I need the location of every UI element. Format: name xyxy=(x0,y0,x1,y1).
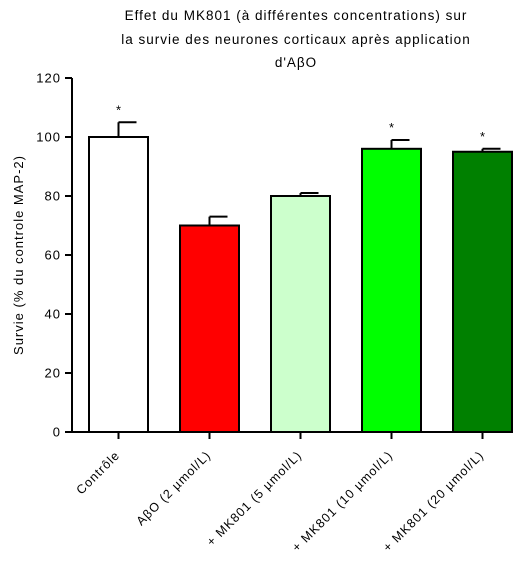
y-tick-label-0: 0 xyxy=(53,425,61,440)
y-tick-label-3: 60 xyxy=(45,248,61,263)
chart-title-line-1: Effet du MK801 (à différentes concentrat… xyxy=(125,8,468,23)
category-label-3: + MK801 (10 µmol/L) xyxy=(289,448,395,554)
bar-1 xyxy=(179,224,240,433)
significance-mark-3: * xyxy=(389,120,394,135)
y-tick-label-1: 20 xyxy=(45,366,61,381)
y-axis-title: Survie (% du controle MAP-2) xyxy=(11,155,26,355)
bar-2 xyxy=(270,195,331,433)
bar-4 xyxy=(452,150,513,433)
y-axis: 0 20 40 60 80 100 120 xyxy=(36,71,73,440)
category-label-4: + MK801 (20 µmol/L) xyxy=(380,448,486,554)
bar-0 xyxy=(88,136,149,433)
bars-group: * * * xyxy=(88,102,513,434)
significance-mark-0: * xyxy=(116,102,121,117)
y-tick-label-5: 100 xyxy=(36,130,61,145)
chart-title-line-3: d'AβO xyxy=(275,55,317,70)
bar-3 xyxy=(361,147,422,434)
x-axis: Contrôle AβO (2 µmol/L)+ MK801 (5 µmol/L)… xyxy=(72,431,512,555)
category-label-1: AβO (2 µmol/L) xyxy=(134,448,214,528)
category-label-2: + MK801 (5 µmol/L) xyxy=(204,448,305,549)
chart-title: Effet du MK801 (à différentes concentrat… xyxy=(121,8,470,70)
y-tick-label-6: 120 xyxy=(36,71,61,86)
category-label-0: Contrôle xyxy=(74,448,123,497)
chart-title-line-2: la survie des neurones corticaux après a… xyxy=(121,32,470,47)
y-tick-label-2: 40 xyxy=(45,307,61,322)
y-tick-label-4: 80 xyxy=(45,189,61,204)
significance-mark-4: * xyxy=(480,129,485,144)
